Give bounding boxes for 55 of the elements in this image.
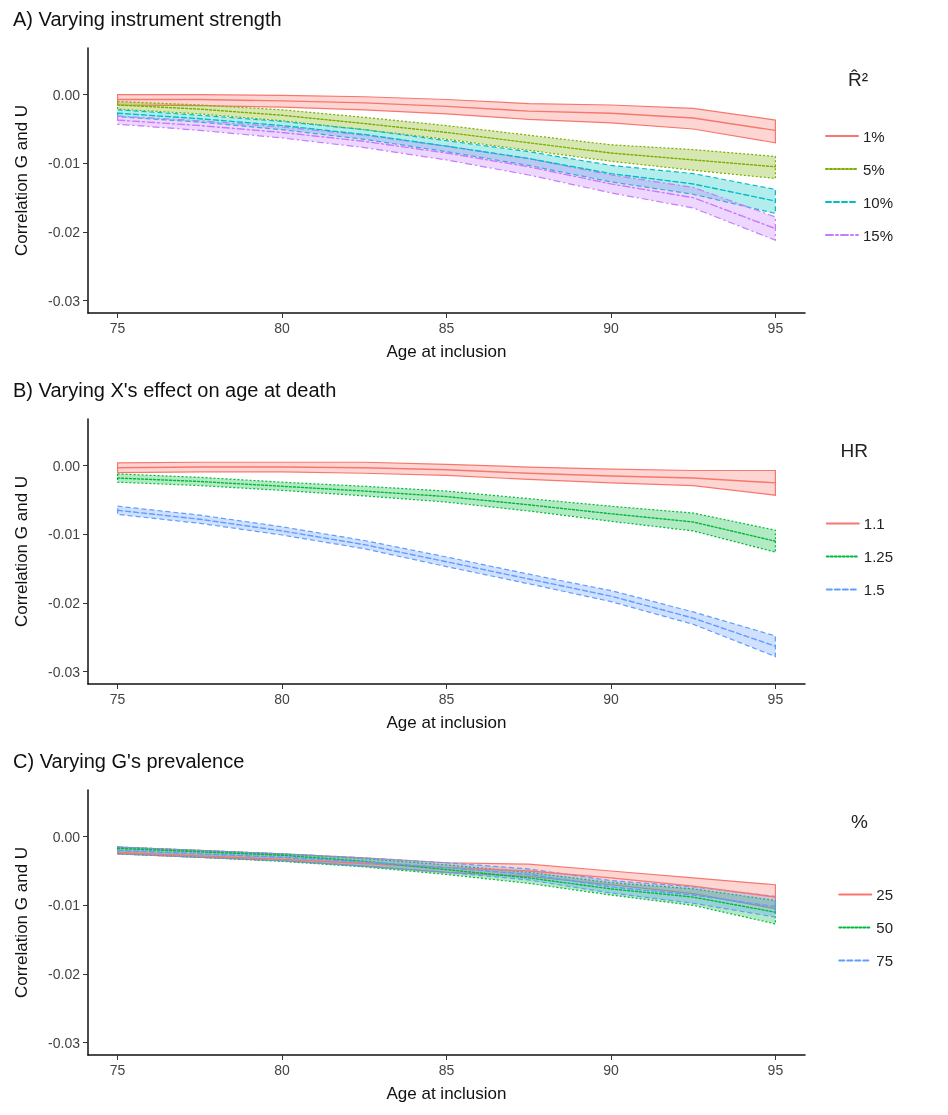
line-series: [116, 851, 777, 898]
x-tick-label: 85: [438, 320, 455, 336]
x-tick-label: 85: [438, 1062, 455, 1078]
y-tick-label: -0.01: [48, 526, 81, 543]
chart-title: C) Varying G's prevalence: [13, 750, 245, 772]
y-tick-label: -0.02: [48, 965, 81, 982]
y-axis-title: Correlation G and U: [12, 104, 31, 257]
y-tick-label: -0.02: [48, 223, 81, 240]
legend-title: %: [851, 811, 869, 832]
legend-label: 5%: [862, 160, 885, 178]
legend-label: 25: [876, 886, 893, 903]
x-tick-label: 95: [767, 1062, 784, 1078]
x-tick-label: 75: [109, 691, 126, 707]
line-series: [116, 466, 777, 484]
legend-title: HR: [840, 440, 869, 461]
line-series: [116, 104, 777, 168]
y-tick-label: -0.02: [48, 594, 81, 611]
legend-label: 10%: [862, 193, 894, 211]
y-tick-label: -0.01: [48, 155, 81, 172]
legend-label: 1.1: [863, 515, 885, 532]
x-axis-title: Age at inclusion: [386, 1084, 507, 1103]
y-axis-title: Correlation G and U: [12, 475, 31, 628]
legend-label: 1.25: [863, 548, 894, 565]
x-tick-label: 80: [274, 691, 291, 707]
x-tick-label: 90: [603, 691, 619, 707]
legend-label: 1%: [862, 127, 885, 145]
x-tick-label: 85: [438, 691, 455, 707]
line-series: [116, 98, 777, 132]
x-tick-label: 90: [603, 1062, 619, 1078]
x-tick-label: 90: [603, 320, 619, 336]
y-tick-label: -0.01: [48, 897, 81, 914]
legend-label: 15%: [862, 226, 894, 244]
x-tick-label: 95: [767, 320, 784, 336]
legend-label: 50: [876, 919, 893, 936]
y-tick-label: -0.03: [48, 1034, 81, 1051]
line-series: [116, 112, 777, 202]
x-tick-label: 80: [274, 1062, 291, 1078]
legend-label: 75: [876, 952, 893, 969]
x-tick-label: 80: [274, 320, 291, 336]
y-tick-label: 0.00: [52, 457, 81, 474]
legend-label: 1.5: [863, 581, 885, 598]
x-axis-title: Age at inclusion: [386, 342, 507, 361]
x-axis-title: Age at inclusion: [386, 713, 507, 732]
y-tick-label: 0.00: [52, 828, 81, 845]
line-series: [116, 477, 777, 542]
y-tick-label: -0.03: [48, 292, 81, 309]
legend-title: R̂²: [847, 68, 869, 90]
x-tick-label: 75: [109, 1062, 126, 1078]
chart-title: B) Varying X's effect on age at death: [13, 379, 337, 401]
x-tick-label: 95: [767, 691, 784, 707]
y-tick-label: -0.03: [48, 663, 81, 680]
x-tick-label: 75: [109, 320, 126, 336]
chart-title: A) Varying instrument strength: [13, 8, 282, 30]
y-tick-label: 0.00: [52, 86, 81, 103]
y-axis-title: Correlation G and U: [12, 846, 31, 999]
